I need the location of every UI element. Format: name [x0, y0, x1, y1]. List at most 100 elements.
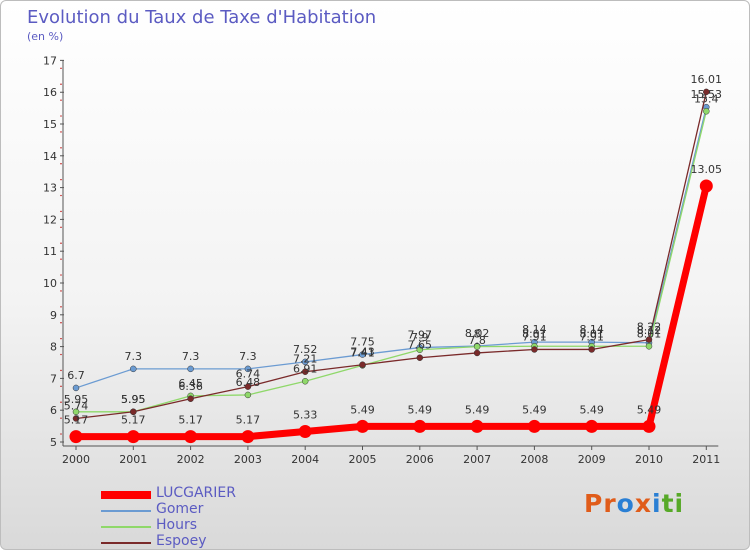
- y-minor-tick: [60, 178, 62, 181]
- data-point-gomer: [187, 365, 194, 373]
- data-label-hours: 8.01: [637, 327, 662, 340]
- data-point-gomer: [359, 351, 366, 358]
- series-line-espoey: [75, 91, 707, 420]
- data-point-lucgarier: [470, 419, 484, 433]
- x-tick-label: 2010: [635, 453, 663, 466]
- data-label-lucgarier: 5.17: [236, 414, 261, 427]
- y-tick-label: 17: [43, 54, 57, 67]
- x-tick-label: 2006: [406, 453, 434, 466]
- x-tick-label: 2000: [62, 453, 90, 466]
- y-minor-tick: [60, 337, 62, 340]
- x-tick-label: 2004: [291, 453, 319, 466]
- x-tick-label: 2001: [119, 453, 147, 466]
- data-point-espoey: [416, 354, 424, 361]
- y-tick-label: 9: [50, 309, 57, 322]
- data-label-espoey: 5.95: [121, 393, 146, 406]
- y-minor-tick: [60, 433, 62, 435]
- logo-letter: t: [661, 489, 675, 518]
- data-point-gomer: [72, 384, 80, 392]
- y-tick-label: 15: [43, 118, 57, 131]
- data-label-hours: 15.4: [694, 92, 719, 105]
- data-label-espoey: 7.8: [468, 334, 486, 347]
- data-label-espoey: 16.01: [691, 73, 723, 86]
- logo-letter: o: [616, 489, 635, 518]
- y-minor-tick: [60, 210, 62, 213]
- data-label-hours: 6.91: [293, 362, 318, 375]
- data-label-espoey: 5.74: [64, 399, 89, 412]
- data-label-lucgarier: 5.49: [637, 403, 662, 416]
- chart-title: Evolution du Taux de Taxe d'Habitation: [27, 7, 377, 28]
- y-minor-tick: [60, 131, 62, 133]
- legend-label: Espoey: [156, 533, 207, 549]
- logo-letter: i: [674, 489, 685, 518]
- legend-label: LUCGARIER: [156, 485, 236, 501]
- chart-subtitle: (en %): [27, 30, 64, 43]
- data-label-espoey: 7.91: [522, 330, 547, 343]
- data-point-hours: [244, 391, 252, 399]
- data-label-lucgarier: 5.49: [465, 403, 490, 416]
- x-tick-label: 2002: [177, 453, 205, 466]
- y-tick-label: 8: [50, 341, 57, 354]
- y-tick-label: 11: [43, 245, 57, 258]
- data-point-lucgarier: [642, 419, 656, 433]
- data-label-espoey: 7.65: [408, 339, 433, 352]
- y-minor-tick: [60, 322, 62, 324]
- data-point-hours: [301, 378, 309, 385]
- data-point-lucgarier: [69, 430, 83, 444]
- data-point-hours: [416, 346, 424, 354]
- data-point-lucgarier: [241, 430, 255, 444]
- data-label-lucgarier: 5.49: [579, 403, 604, 416]
- data-point-espoey: [531, 346, 538, 353]
- data-label-lucgarier: 5.17: [178, 414, 203, 427]
- data-point-espoey: [187, 395, 194, 403]
- data-point-lucgarier: [585, 419, 599, 433]
- data-label-gomer: 8.14: [579, 323, 604, 336]
- data-point-espoey: [588, 346, 595, 353]
- data-label-espoey: 7.91: [579, 330, 604, 343]
- data-point-espoey: [130, 408, 137, 416]
- data-label-gomer: 7.3: [125, 350, 143, 363]
- data-point-lucgarier: [126, 430, 140, 444]
- data-point-lucgarier: [298, 425, 312, 439]
- data-point-gomer: [301, 358, 309, 366]
- legend-swatch: [101, 542, 151, 544]
- data-point-espoey: [703, 88, 710, 96]
- data-point-hours: [473, 343, 481, 350]
- y-tick-label: 16: [43, 86, 57, 99]
- data-point-espoey: [473, 349, 481, 357]
- series-line-hours: [75, 110, 707, 413]
- y-minor-tick: [60, 163, 62, 165]
- data-point-hours: [72, 408, 80, 416]
- data-label-espoey: 6.74: [236, 368, 261, 381]
- y-tick-label: 12: [43, 213, 57, 226]
- y-minor-tick: [60, 194, 62, 197]
- legend-swatch: [101, 526, 151, 528]
- y-minor-tick: [60, 99, 62, 101]
- y-minor-tick: [60, 401, 62, 403]
- data-label-hours: 7.9: [411, 331, 429, 344]
- data-label-gomer: 6.7: [67, 369, 85, 382]
- data-label-espoey: 6.36: [178, 380, 203, 393]
- data-point-espoey: [244, 383, 252, 390]
- data-label-gomer: 7.3: [239, 350, 257, 363]
- data-point-lucgarier: [699, 179, 713, 193]
- x-tick-label: 2011: [692, 453, 720, 466]
- data-label-lucgarier: 5.49: [522, 403, 547, 416]
- data-label-hours: 6.48: [236, 376, 261, 389]
- data-point-hours: [645, 343, 653, 350]
- data-label-hours: 5.95: [121, 393, 146, 406]
- series-line-lucgarier: [72, 182, 710, 441]
- y-minor-tick: [60, 83, 62, 85]
- x-tick-label: 2009: [578, 453, 606, 466]
- data-point-lucgarier: [527, 419, 541, 433]
- y-tick-label: 10: [43, 277, 57, 290]
- y-minor-tick: [60, 67, 62, 70]
- logo-letter: r: [603, 489, 617, 518]
- data-label-gomer: 8.02: [465, 327, 490, 340]
- data-point-gomer: [244, 365, 252, 373]
- data-point-lucgarier: [184, 430, 198, 444]
- logo-letter: x: [634, 489, 652, 518]
- y-minor-tick: [60, 369, 62, 372]
- y-minor-tick: [60, 258, 62, 260]
- logo-letter: P: [584, 489, 604, 518]
